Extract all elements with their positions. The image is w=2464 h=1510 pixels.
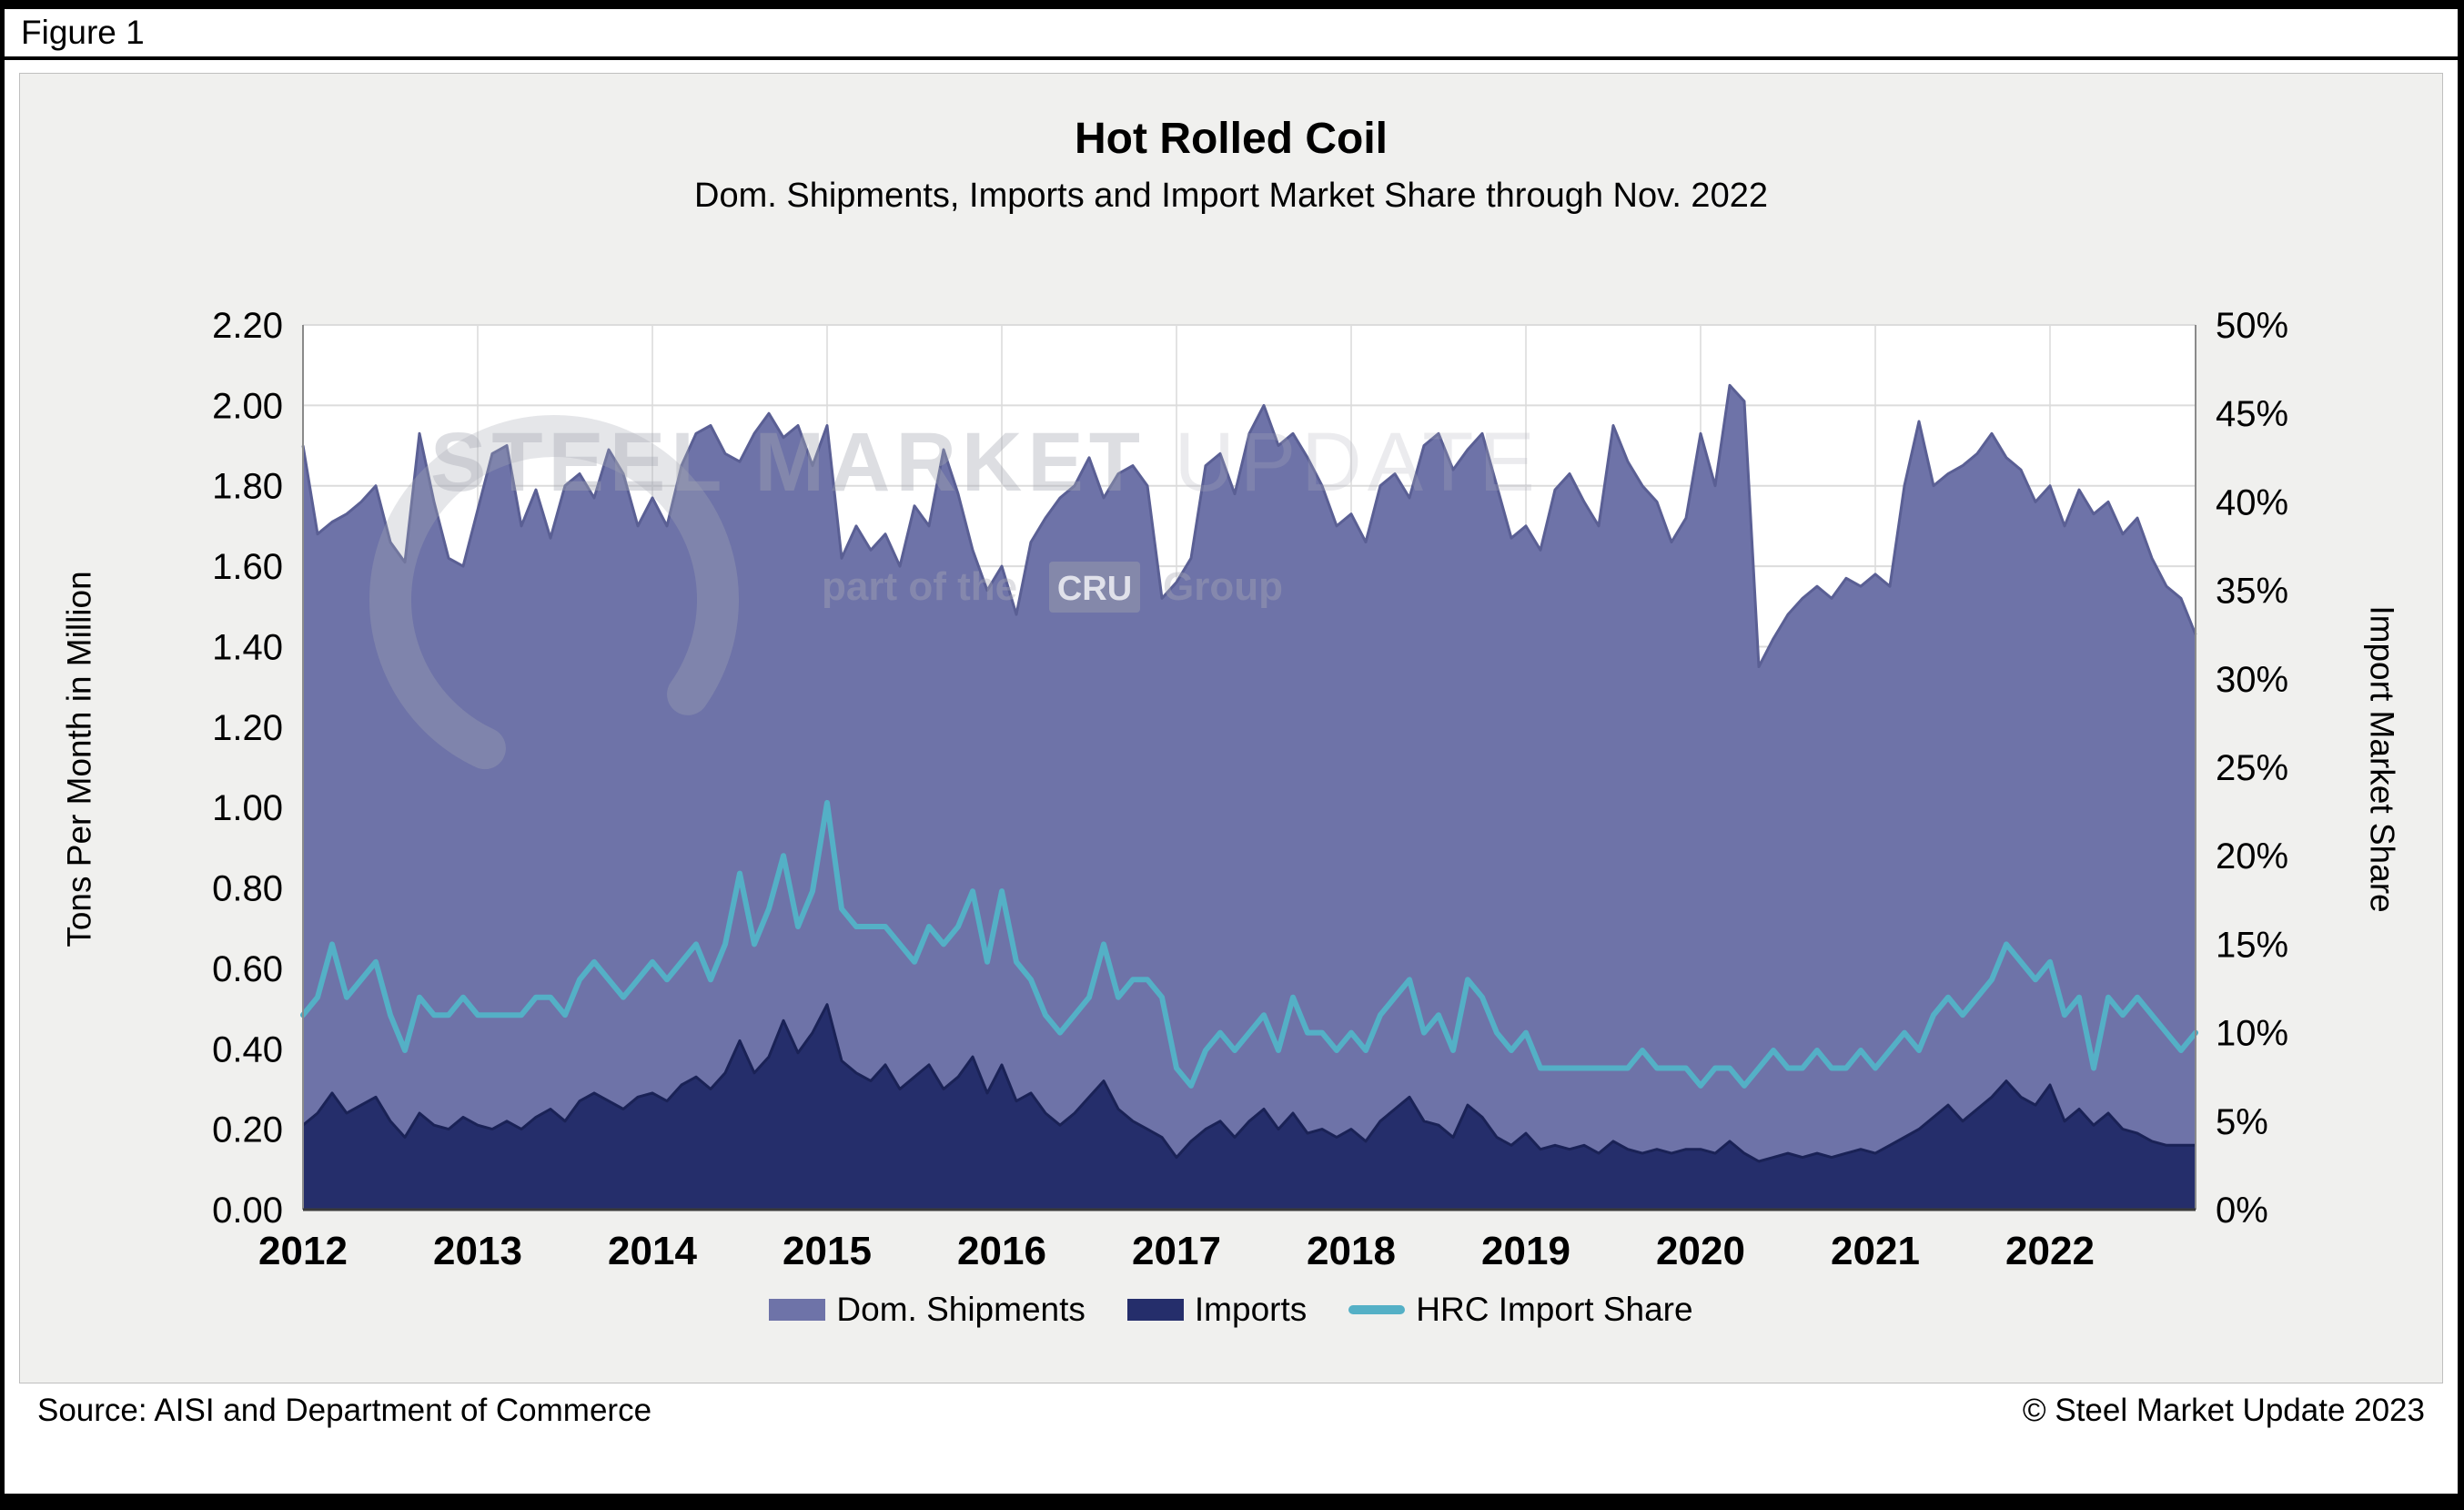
- right-tick-label: 25%: [2216, 748, 2288, 788]
- right-tick-label: 45%: [2216, 394, 2288, 434]
- dom-shipments-legend-label: Dom. Shipments: [836, 1291, 1086, 1328]
- left-tick-label: 0.40: [212, 1029, 283, 1069]
- x-tick-label: 2015: [783, 1229, 872, 1273]
- hrc-import-share-line: [300, 799, 2198, 1089]
- legend-item-dom-shipments: Dom. Shipments: [769, 1291, 1086, 1329]
- figure-label: Figure 1: [21, 14, 145, 51]
- imports-area: [303, 1004, 2196, 1210]
- hrc-import-share-swatch: [1348, 1305, 1406, 1314]
- watermark-tagline-suffix: Group: [1163, 564, 1283, 609]
- x-tick-label: 2022: [2005, 1229, 2095, 1273]
- right-tick-label: 30%: [2216, 660, 2288, 700]
- cru-logo-icon: [1049, 562, 1140, 613]
- x-tick-label: 2014: [608, 1229, 697, 1273]
- right-tick-label: 40%: [2216, 482, 2288, 522]
- dom-shipments-area: [303, 385, 2196, 1210]
- left-tick-label: 0.80: [212, 869, 283, 909]
- legend-item-imports: Imports: [1126, 1291, 1308, 1329]
- figure-label-row: Figure 1: [5, 9, 2458, 60]
- x-tick-label: 2020: [1656, 1229, 1745, 1273]
- left-tick-label: 0.00: [212, 1191, 283, 1231]
- x-tick-label: 2016: [957, 1229, 1046, 1273]
- chart-subtitle: Dom. Shipments, Imports and Import Marke…: [694, 177, 1768, 215]
- source-note: Source: AISI and Department of Commerce: [37, 1393, 652, 1428]
- left-tick-label: 1.00: [212, 788, 283, 828]
- chart-area: STEEL MARKET UPDATE part of the CRU Group 0.…: [39, 299, 2423, 1287]
- imports-legend-label: Imports: [1194, 1291, 1308, 1328]
- x-tick-label: 2018: [1307, 1229, 1396, 1273]
- right-tick-label: 10%: [2216, 1014, 2288, 1054]
- x-tick-label: 2017: [1132, 1229, 1221, 1273]
- right-tick-label: 5%: [2216, 1102, 2268, 1142]
- data-areas: [301, 383, 2197, 1210]
- chart-title: Hot Rolled Coil: [1075, 115, 1388, 163]
- footer-row: Source: AISI and Department of Commerce …: [37, 1393, 2425, 1429]
- watermark-crescent-icon: [369, 415, 739, 785]
- left-tick-label: 1.20: [212, 708, 283, 748]
- axes: [302, 325, 2196, 1211]
- hrc-import-share-legend-label: HRC Import Share: [1416, 1291, 1693, 1328]
- left-tick-label: 1.60: [212, 547, 283, 587]
- x-tick-label: 2013: [433, 1229, 522, 1273]
- dom-shipments-swatch: [769, 1299, 826, 1321]
- watermark: STEEL MARKET UPDATE part of the CRU Group: [369, 415, 1540, 785]
- left-tick-label: 2.00: [212, 386, 283, 426]
- tick-labels: 0.00 0.20 0.40 0.60 0.80 1.00 1.20 1.40 1.60 1.80…: [212, 306, 2288, 1273]
- svg-text:CRU: CRU: [1057, 570, 1132, 608]
- left-tick-label: 0.20: [212, 1110, 283, 1150]
- left-tick-label: 1.80: [212, 467, 283, 507]
- chart-legend: Dom. Shipments Imports HRC Import Share: [20, 1291, 2442, 1329]
- x-tick-label: 2019: [1481, 1229, 1570, 1273]
- watermark-brand-text: STEEL MARKET UPDATE: [430, 416, 1540, 509]
- legend-item-hrc-import-share: HRC Import Share: [1348, 1291, 1693, 1329]
- x-tick-label: 2012: [258, 1229, 348, 1273]
- right-tick-label: 20%: [2216, 836, 2288, 877]
- left-tick-label: 1.40: [212, 627, 283, 667]
- imports-swatch: [1126, 1299, 1184, 1321]
- left-tick-label: 0.60: [212, 949, 283, 989]
- copyright-note: © Steel Market Update 2023: [2022, 1393, 2425, 1428]
- watermark-tagline-prefix: part of the: [822, 564, 1017, 609]
- right-tick-label: 0%: [2216, 1191, 2268, 1231]
- right-tick-label: 50%: [2216, 306, 2288, 346]
- right-tick-label: 15%: [2216, 925, 2288, 965]
- x-tick-label: 2021: [1831, 1229, 1920, 1273]
- chart-panel: Hot Rolled Coil Dom. Shipments, Imports …: [19, 73, 2443, 1383]
- right-tick-label: 35%: [2216, 572, 2288, 612]
- left-tick-label: 2.20: [212, 306, 283, 346]
